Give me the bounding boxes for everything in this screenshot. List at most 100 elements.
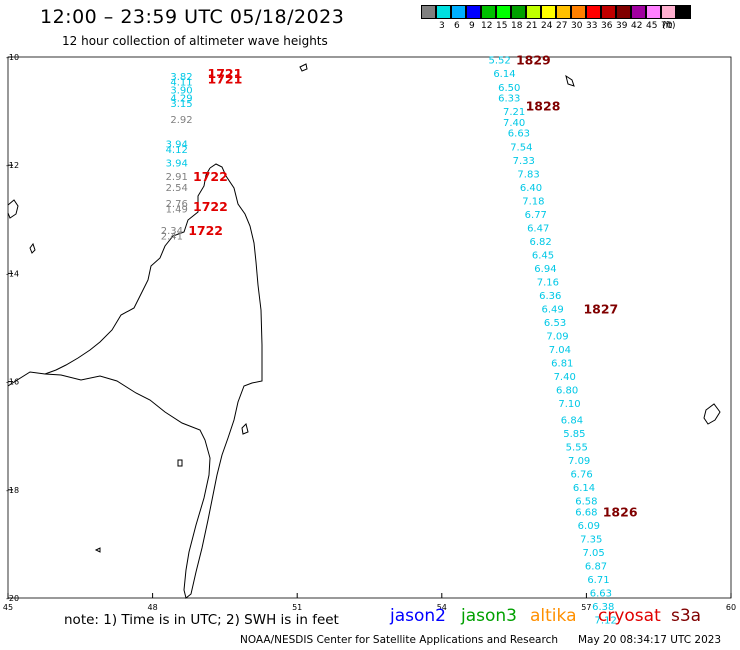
legend-value-label: 9 [469, 21, 475, 31]
legend-swatch [616, 5, 631, 19]
pass-time-label: 1721 [208, 72, 243, 87]
pass-time-label: 1826 [603, 504, 638, 519]
pass-time-label: 1722 [188, 223, 223, 238]
wave-height-value: 6.14 [493, 69, 515, 80]
wave-height-value: 7.05 [582, 548, 604, 559]
wave-height-value: 7.16 [537, 278, 559, 289]
wave-height-value: 3.82 [170, 72, 192, 83]
wave-height-value: 6.49 [542, 305, 564, 316]
wave-height-value: 3.94 [166, 140, 188, 151]
legend-swatch [556, 5, 571, 19]
wave-height-value: 6.38 [592, 602, 614, 613]
legend-swatch [451, 5, 466, 19]
tiny-island-1 [177, 459, 183, 467]
legend-value-label: 21 [526, 21, 538, 31]
legend-value-label: 42 [631, 21, 643, 31]
glorioso-islet [299, 63, 308, 72]
wave-height-value: 7.83 [517, 169, 539, 180]
legend-value-label: 70 [661, 21, 673, 31]
generated-timestamp: May 20 08:34:17 UTC 2023 [578, 634, 722, 646]
pass-time-label: 1722 [193, 169, 228, 184]
legend-swatch [646, 5, 661, 19]
legend-swatches [421, 5, 691, 19]
wave-height-value: 2.92 [170, 115, 192, 126]
lon-tick-label: 60 [726, 603, 736, 612]
wave-height-value: 7.12 [595, 616, 617, 627]
legend-swatch [631, 5, 646, 19]
lat-tick-label: -14 [6, 269, 19, 278]
lon-tick-label: 51 [292, 603, 302, 612]
pass-time-label: 1828 [526, 99, 561, 114]
madagascar-coastline [7, 63, 721, 599]
legend-value-label: 15 [496, 21, 508, 31]
wave-height-value: 1.49 [166, 204, 188, 215]
comoros-island-2 [29, 242, 36, 254]
legend-value-label: 45 [646, 21, 658, 31]
legend-swatch [421, 5, 436, 19]
wave-height-value: 4.29 [170, 94, 192, 105]
tiny-island-2 [241, 423, 249, 435]
wave-height-value: 6.82 [529, 237, 551, 248]
wave-height-value: 5.55 [566, 443, 588, 454]
legend-swatch [586, 5, 601, 19]
legend-value-label: 36 [601, 21, 613, 31]
legend-swatch [661, 5, 676, 19]
legend-value-label: 3 [439, 21, 445, 31]
wave-height-value: 7.35 [580, 534, 602, 545]
wave-height-value: 6.58 [575, 497, 597, 508]
footer-note: note: 1) Time is in UTC; 2) SWH is in fe… [64, 612, 339, 628]
legend-swatch [541, 5, 556, 19]
legend-value-label: 6 [454, 21, 460, 31]
wave-observations: 3.824.113.904.293.152.923.944.123.942.91… [161, 56, 617, 627]
lat-tick-label: -12 [6, 161, 19, 170]
wave-height-value: 2.91 [166, 172, 188, 183]
wave-height-value: 6.63 [590, 589, 612, 600]
tiny-island-3 [94, 547, 101, 553]
wave-height-value: 6.76 [570, 470, 592, 481]
wave-height-value: 5.52 [489, 56, 511, 67]
wave-height-value: 3.94 [166, 158, 188, 169]
wave-height-value: 6.33 [498, 94, 520, 105]
wave-height-value: 5.85 [563, 429, 585, 440]
wave-height-value: 7.10 [558, 399, 580, 410]
legend-unit-label: (ft) [662, 21, 676, 31]
map-ticks: 45 48 51 54 57 60 -10 -12 -14 -16 -18 -20 [3, 53, 736, 612]
legend-value-label: 30 [571, 21, 583, 31]
wave-height-value: 6.77 [525, 210, 547, 221]
legend-swatch [571, 5, 586, 19]
lat-tick-label: -18 [6, 486, 19, 495]
wave-height-value: 6.09 [578, 521, 600, 532]
satellite-name-cryosat: cryosat [598, 606, 661, 626]
wave-height-value: 3.90 [170, 85, 192, 96]
credit-line: NOAA/NESDIS Center for Satellite Applica… [240, 634, 558, 646]
lat-tick-label: -10 [6, 53, 19, 62]
lon-tick-label: 48 [148, 603, 158, 612]
wave-height-value: 3.15 [170, 99, 192, 110]
northwest-coast [44, 167, 211, 375]
wave-height-value: 2.41 [161, 232, 183, 243]
wave-height-value: 6.45 [532, 250, 554, 261]
legend-swatch [526, 5, 541, 19]
wave-height-value: 6.87 [585, 562, 607, 573]
lon-tick-label: 54 [437, 603, 447, 612]
pass-time-label: 1722 [193, 199, 228, 214]
wave-height-value: 4.12 [166, 145, 188, 156]
wave-height-value: 6.71 [587, 575, 609, 586]
legend-swatch [481, 5, 496, 19]
wave-height-value: 6.81 [551, 359, 573, 370]
satellite-name-s3a: s3a [671, 606, 702, 626]
wave-height-value: 6.63 [508, 129, 530, 140]
wave-height-value: 6.68 [575, 507, 597, 518]
map-subtitle: 12 hour collection of altimeter wave hei… [62, 34, 328, 48]
satellite-name-altika: altika [530, 606, 577, 626]
wave-height-value: 7.40 [554, 372, 576, 383]
satellite-name-jason3: jason3 [461, 606, 517, 626]
map-title: 12:00 – 23:59 UTC 05/18/2023 [40, 6, 345, 28]
wave-height-value: 6.14 [573, 483, 595, 494]
wave-height-value: 7.18 [522, 196, 544, 207]
legend-value-label: 24 [541, 21, 553, 31]
wave-height-value: 7.40 [503, 118, 525, 129]
lat-tick-label: -20 [6, 594, 19, 603]
pass-time-label: 1829 [516, 53, 551, 68]
